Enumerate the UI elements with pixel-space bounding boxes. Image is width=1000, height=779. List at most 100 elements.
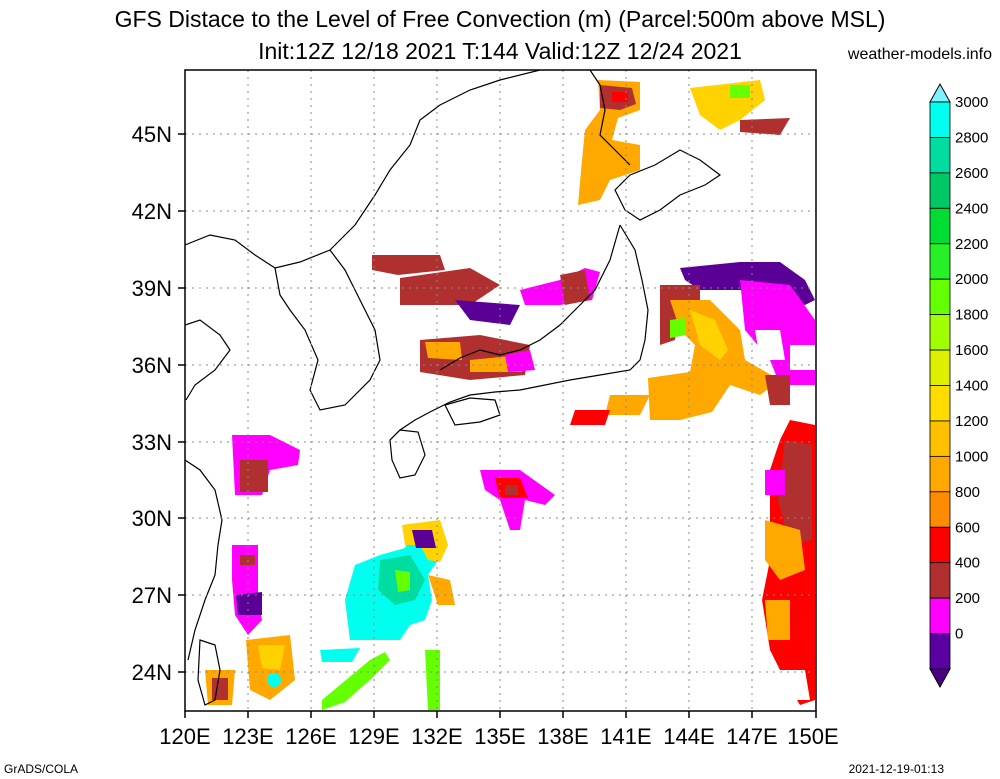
lon-label: 132E — [411, 724, 462, 749]
field-patch — [505, 485, 518, 495]
field-patch — [765, 600, 790, 640]
field-patch — [690, 310, 728, 360]
field-patch — [780, 670, 810, 700]
field-layer — [205, 80, 815, 710]
colorbar-label: 800 — [955, 484, 980, 501]
field-patch — [505, 350, 535, 372]
colorbar-segment — [929, 385, 951, 422]
coastline-asia — [185, 70, 541, 269]
lat-label: 42N — [132, 199, 172, 224]
colorbar-label: 600 — [955, 519, 980, 536]
field-patch — [755, 330, 785, 360]
lon-label: 135E — [474, 724, 525, 749]
lon-label: 120E — [159, 724, 210, 749]
colorbar-segment — [929, 455, 951, 493]
field-patch — [570, 410, 610, 425]
colorbar-label: 0 — [955, 626, 963, 643]
field-patch — [778, 440, 812, 545]
coastlines — [185, 70, 722, 706]
colorbar-segment — [929, 562, 951, 599]
coastline-sakhalin — [589, 70, 631, 166]
lon-label: 144E — [663, 724, 714, 749]
field-patch — [765, 520, 805, 580]
colorbar-segment — [929, 172, 951, 209]
field-patch — [605, 395, 650, 415]
colorbar-segment — [929, 137, 951, 174]
colorbar-label: 3000 — [955, 94, 988, 111]
lon-labels: 120E 123E 126E 129E 132E 135E 138E 141E … — [159, 724, 838, 749]
coastline-hokkaido — [614, 149, 722, 221]
coastline-shikoku — [444, 397, 501, 426]
colorbar-segment — [929, 491, 951, 528]
lat-label: 39N — [132, 276, 172, 301]
field-patch — [320, 648, 360, 662]
field-patch — [322, 652, 390, 710]
coastline-korea — [274, 249, 381, 411]
field-patch — [730, 85, 750, 98]
field-patch — [765, 470, 785, 495]
lat-labels: 45N 42N 39N 36N 33N 30N 27N 24N — [132, 122, 172, 685]
lat-label: 45N — [132, 122, 172, 147]
colorbar-segment — [929, 633, 951, 670]
field-patch — [670, 318, 686, 338]
gridlines — [185, 70, 816, 711]
colorbar-segment — [929, 278, 951, 316]
lat-label: 33N — [132, 430, 172, 455]
colorbar-label: 1600 — [955, 342, 988, 359]
lon-label: 123E — [222, 724, 273, 749]
field-patch — [267, 673, 281, 687]
colorbar-label: 1000 — [955, 448, 988, 465]
field-patch — [236, 592, 262, 615]
colorbar-label: 2200 — [955, 236, 988, 253]
colorbar-segment — [929, 597, 951, 634]
colorbar-label: 400 — [955, 555, 980, 572]
lat-label: 24N — [132, 660, 172, 685]
colorbar-segment — [929, 207, 951, 245]
colorbar-label: 2800 — [955, 129, 988, 146]
coastline-kyushu — [389, 429, 426, 479]
footer-timestamp: 2021-12-19-01:13 — [848, 762, 944, 776]
colorbar-label: 1400 — [955, 378, 988, 395]
colorbar-segment — [929, 526, 951, 564]
field-patch — [578, 80, 640, 205]
lat-label: 30N — [132, 506, 172, 531]
field-patch — [212, 678, 228, 700]
colorbar: 3000 2800 2600 2400 2200 2000 1800 1600 1400 1200… — [929, 82, 988, 689]
lat-label: 36N — [132, 353, 172, 378]
coastline-taiwan — [197, 639, 221, 706]
tick-marks — [178, 133, 817, 718]
colorbar-segment — [929, 314, 951, 351]
site-credit: weather-models.info — [847, 46, 992, 63]
colorbar-label: 1200 — [955, 413, 988, 430]
colorbar-segment — [929, 349, 951, 386]
field-patch — [412, 530, 436, 548]
footer-credit: GrADS/COLA — [4, 762, 79, 776]
field-patch — [560, 270, 590, 305]
field-patch — [425, 650, 440, 710]
field-patch — [240, 460, 268, 492]
lat-label: 27N — [132, 583, 172, 608]
coastline-china — [185, 319, 231, 661]
colorbar-segment — [929, 243, 951, 280]
field-patch — [425, 342, 462, 360]
chart-title: GFS Distace to the Level of Free Convect… — [114, 6, 886, 32]
lon-label: 141E — [600, 724, 651, 749]
field-patch — [372, 255, 445, 275]
field-patch — [395, 570, 410, 592]
field-patch — [790, 345, 815, 370]
field-patch — [612, 92, 628, 102]
colorbar-label: 1800 — [955, 307, 988, 324]
colorbar-over-arrow — [929, 82, 951, 103]
colorbar-segment — [929, 101, 951, 138]
colorbar-label: 2000 — [955, 271, 988, 288]
field-patch — [428, 575, 455, 605]
colorbar-label: 2600 — [955, 165, 988, 182]
field-patch — [765, 375, 790, 405]
colorbar-under-arrow — [929, 668, 951, 689]
field-patch — [740, 118, 790, 135]
lon-label: 126E — [285, 724, 336, 749]
colorbar-label: 2400 — [955, 200, 988, 217]
field-patch — [455, 300, 520, 325]
lon-label: 150E — [787, 724, 838, 749]
